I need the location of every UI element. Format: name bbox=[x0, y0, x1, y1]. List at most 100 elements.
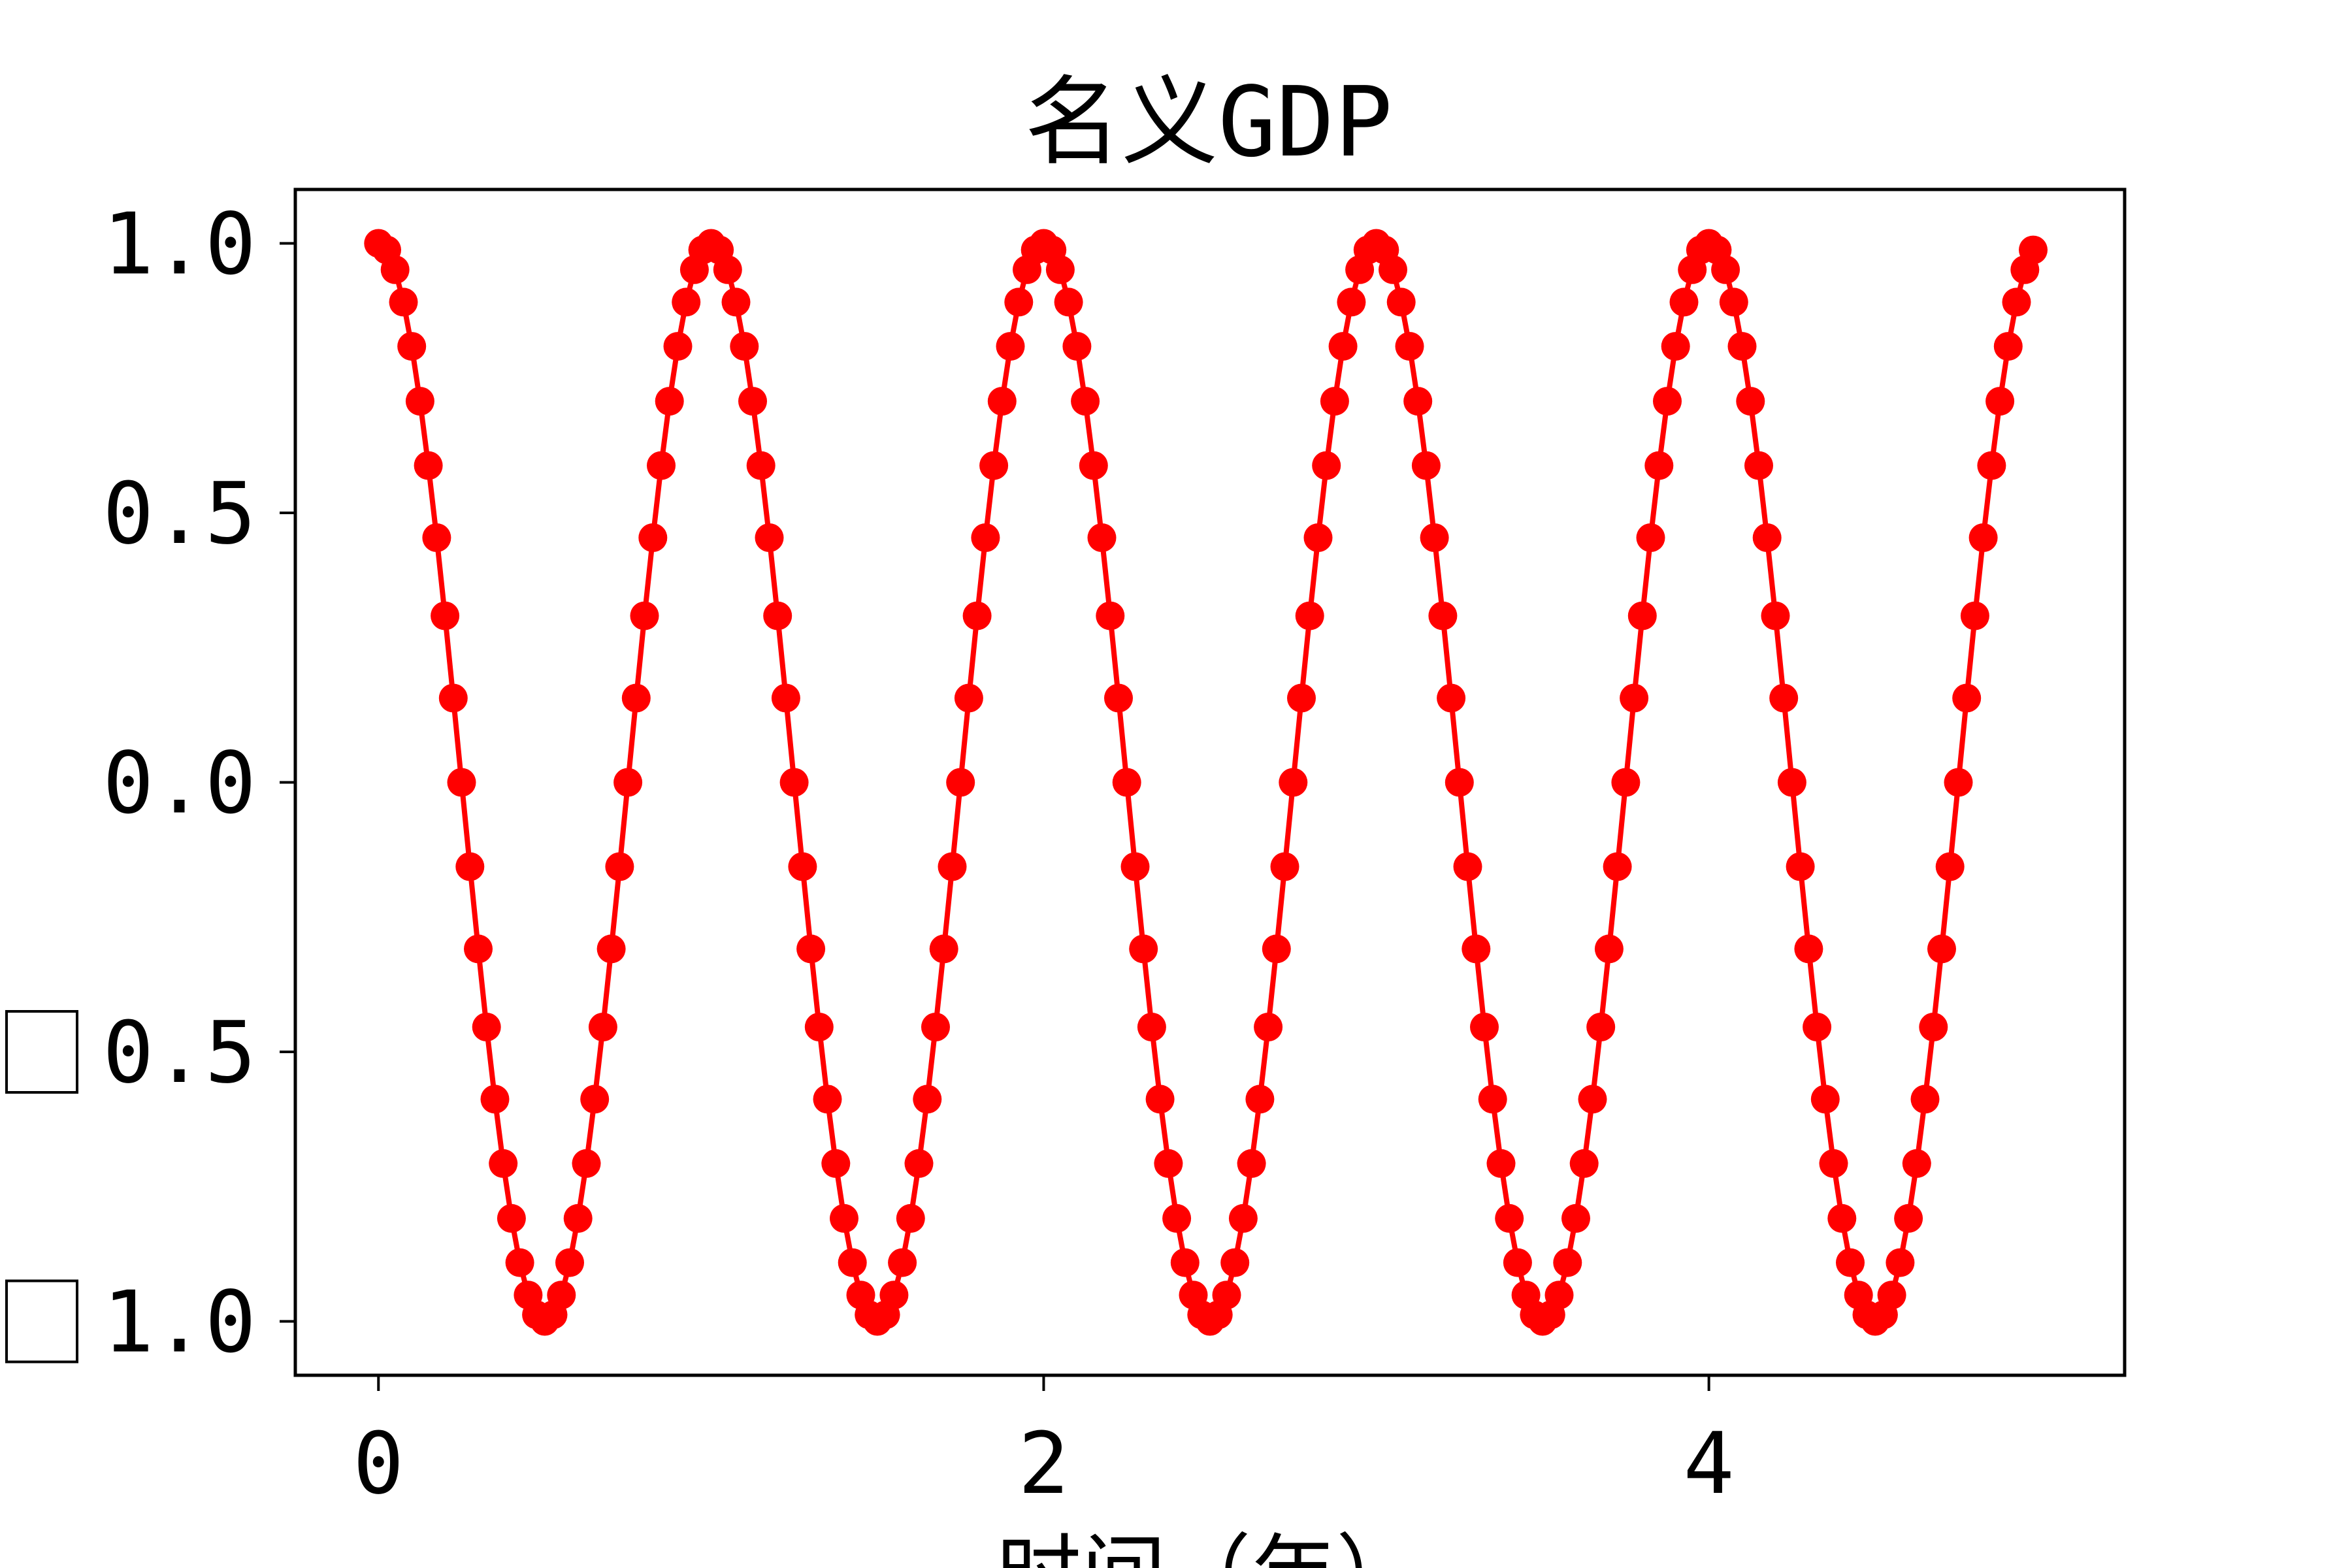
x-axis: 0 2 4 bbox=[353, 1375, 1735, 1513]
data-point bbox=[1096, 601, 1125, 630]
data-point bbox=[1062, 332, 1092, 361]
data-point bbox=[1611, 768, 1641, 797]
data-point bbox=[1736, 387, 1765, 416]
data-point bbox=[1245, 1085, 1275, 1114]
data-point bbox=[996, 332, 1025, 361]
data-point bbox=[1644, 451, 1674, 480]
data-point bbox=[1603, 852, 1632, 881]
data-point bbox=[1886, 1248, 1915, 1277]
data-point bbox=[1985, 387, 2015, 416]
series-layer bbox=[364, 229, 2048, 1336]
data-point bbox=[1894, 1203, 1923, 1233]
data-point bbox=[954, 683, 983, 713]
data-point bbox=[838, 1248, 867, 1277]
data-point bbox=[414, 451, 443, 480]
data-point bbox=[730, 332, 759, 361]
data-point bbox=[1228, 1203, 1258, 1233]
data-point bbox=[796, 934, 826, 964]
data-point bbox=[1777, 768, 1806, 797]
data-point bbox=[804, 1013, 834, 1041]
data-point bbox=[1653, 387, 1682, 416]
data-point bbox=[1054, 287, 1083, 317]
data-point bbox=[1328, 332, 1358, 361]
data-point bbox=[771, 683, 800, 713]
data-point bbox=[1420, 523, 1449, 552]
data-point bbox=[921, 1013, 950, 1041]
data-point bbox=[2019, 235, 2048, 265]
data-point bbox=[489, 1149, 518, 1178]
data-point bbox=[1445, 768, 1474, 797]
y-tick-label: 0.0 bbox=[103, 734, 256, 833]
data-point bbox=[1711, 255, 1740, 284]
data-point bbox=[946, 768, 975, 797]
data-point bbox=[422, 523, 451, 552]
data-point bbox=[480, 1085, 510, 1114]
data-point bbox=[472, 1013, 501, 1041]
data-point bbox=[563, 1203, 593, 1233]
data-point bbox=[1627, 601, 1657, 630]
data-point bbox=[1952, 683, 1982, 713]
data-point bbox=[813, 1085, 842, 1114]
data-point bbox=[1836, 1248, 1865, 1277]
data-point bbox=[1295, 601, 1324, 630]
chart-title: 名义GDP bbox=[1024, 66, 1392, 178]
data-point bbox=[913, 1085, 942, 1114]
data-point bbox=[389, 287, 418, 317]
data-point bbox=[1935, 852, 1965, 881]
data-point bbox=[1129, 934, 1158, 964]
data-point bbox=[1312, 451, 1341, 480]
data-point bbox=[1495, 1203, 1524, 1233]
y-tick-label: 1.0 bbox=[103, 1273, 256, 1372]
data-point bbox=[464, 934, 493, 964]
data-point bbox=[1279, 768, 1308, 797]
data-point bbox=[1137, 1013, 1166, 1041]
data-point bbox=[1437, 683, 1466, 713]
data-point bbox=[505, 1248, 534, 1277]
data-point bbox=[1411, 451, 1441, 480]
data-point bbox=[904, 1149, 934, 1178]
data-point bbox=[1919, 1013, 1948, 1041]
data-point bbox=[1112, 768, 1141, 797]
data-point bbox=[1819, 1149, 1848, 1178]
data-point bbox=[1877, 1281, 1906, 1310]
data-point bbox=[1262, 934, 1291, 964]
data-point bbox=[630, 601, 659, 630]
data-point bbox=[613, 768, 643, 797]
data-point bbox=[1719, 287, 1748, 317]
data-point bbox=[1902, 1149, 1931, 1178]
data-point bbox=[1045, 255, 1075, 284]
data-point bbox=[1379, 255, 1407, 284]
data-point bbox=[1478, 1085, 1507, 1114]
data-point bbox=[431, 601, 460, 630]
data-point bbox=[621, 683, 651, 713]
data-point bbox=[1794, 934, 1823, 964]
data-point bbox=[405, 387, 434, 416]
data-point bbox=[971, 523, 1000, 552]
data-point bbox=[1303, 523, 1333, 552]
data-point bbox=[713, 255, 742, 284]
data-point bbox=[1786, 852, 1815, 881]
data-point bbox=[1993, 332, 2023, 361]
missing-glyph-box bbox=[5, 1279, 78, 1364]
data-point bbox=[1661, 332, 1690, 361]
data-point bbox=[879, 1281, 909, 1310]
data-point bbox=[1944, 768, 1973, 797]
data-point bbox=[1287, 683, 1316, 713]
data-point bbox=[397, 332, 427, 361]
data-point bbox=[1561, 1203, 1590, 1233]
data-point bbox=[1553, 1248, 1582, 1277]
data-point bbox=[821, 1149, 851, 1178]
data-point bbox=[1320, 387, 1349, 416]
data-point bbox=[647, 451, 676, 480]
data-point bbox=[929, 934, 958, 964]
data-point bbox=[1104, 683, 1133, 713]
data-point bbox=[1220, 1248, 1250, 1277]
data-point bbox=[1503, 1248, 1532, 1277]
data-point bbox=[1752, 523, 1782, 552]
data-point bbox=[830, 1203, 858, 1233]
data-point bbox=[455, 852, 485, 881]
data-point bbox=[1486, 1149, 1516, 1178]
data-point bbox=[380, 255, 410, 284]
data-point bbox=[763, 601, 792, 630]
data-point bbox=[1744, 451, 1773, 480]
